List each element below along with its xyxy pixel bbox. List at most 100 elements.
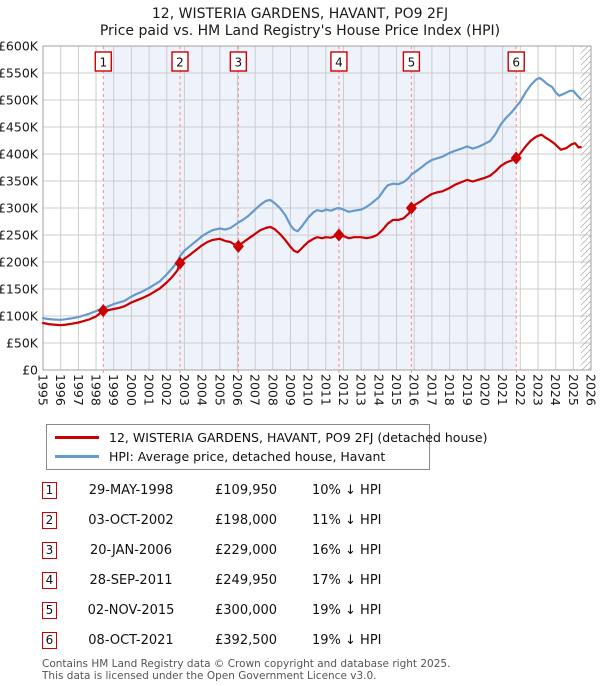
x-axis-label: 2003 (177, 374, 192, 406)
future-hatch (580, 46, 591, 370)
sale-marker-diamond (405, 201, 417, 215)
sale-date: 08-OCT-2021 (88, 632, 174, 648)
sale-number-box (402, 51, 421, 72)
x-axis-label: 2024 (548, 374, 563, 406)
x-axis-label: 2011 (318, 374, 333, 406)
x-axis-label: 2005 (212, 374, 227, 406)
x-axis-label: 1996 (53, 374, 68, 406)
sale-hpi-diff: 19% ↓ HPI (312, 632, 382, 648)
plot-border (42, 45, 592, 371)
sale-number-box: 5 (42, 601, 57, 619)
sale-price: £109,950 (215, 482, 278, 498)
x-axis-label: 2013 (354, 374, 369, 406)
x-axis-label: 2000 (124, 374, 139, 406)
sale-number-label: 2 (176, 56, 184, 70)
sale-number-box: 6 (42, 631, 57, 649)
sale-number-box: 3 (42, 541, 57, 559)
sale-row: 1 29-MAY-1998 £109,950 10% ↓ HPI (0, 475, 600, 505)
x-axis-label: 2014 (371, 374, 386, 406)
sale-number-label: 6 (512, 56, 520, 70)
x-axis-label: 2017 (424, 374, 439, 406)
x-axis-label: 2004 (195, 374, 210, 406)
sale-price: £198,000 (215, 512, 278, 528)
x-axis-label: 1997 (71, 374, 86, 406)
x-axis-label: 1999 (106, 374, 121, 406)
x-axis-label: 2020 (477, 374, 492, 406)
sale-row: 6 08-OCT-2021 £392,500 19% ↓ HPI (0, 625, 600, 655)
chart-legend: 12, WISTERIA GARDENS, HAVANT, PO9 2FJ (d… (46, 424, 487, 470)
sales-table: 1 29-MAY-1998 £109,950 10% ↓ HPI 2 03-OCT-200… (0, 475, 600, 655)
x-axis-label: 1995 (36, 374, 51, 406)
sale-date: 20-JAN-2006 (90, 542, 172, 558)
y-axis-label: £400K (0, 147, 39, 162)
sale-number-box (94, 51, 112, 72)
sale-row: 3 20-JAN-2006 £229,000 16% ↓ HPI (0, 535, 600, 565)
x-axis-label: 2009 (283, 374, 298, 406)
sale-date: 03-OCT-2002 (88, 512, 174, 528)
x-axis-label: 2022 (513, 374, 528, 406)
x-axis-label: 2006 (230, 374, 245, 406)
sale-date: 28-SEP-2011 (89, 572, 173, 588)
price-history-page: 12, WISTERIA GARDENS, HAVANT, PO9 2FJ Pr… (0, 6, 600, 682)
legend-row: 12, WISTERIA GARDENS, HAVANT, PO9 2FJ (d… (55, 428, 487, 447)
x-axis-label: 2008 (265, 374, 280, 406)
sale-hpi-diff: 10% ↓ HPI (312, 482, 382, 498)
hpi-line (41, 76, 582, 321)
y-axis-label: £50K (6, 336, 39, 351)
sale-number-box: 4 (42, 571, 57, 589)
sale-number-box (507, 51, 525, 72)
legend-row: HPI: Average price, detached house, Hava… (55, 447, 421, 466)
sale-row: 2 03-OCT-2002 £198,000 11% ↓ HPI (0, 505, 600, 535)
y-axis-label: £600K (0, 40, 39, 54)
y-axis-label: £200K (0, 255, 39, 270)
x-axis-label: 2012 (336, 374, 351, 406)
x-axis-label: 1998 (89, 374, 104, 406)
x-axis-label: 2016 (407, 374, 422, 406)
x-axis-label: 2025 (566, 374, 581, 406)
y-axis-label: £350K (0, 174, 39, 189)
sale-hpi-diff: 17% ↓ HPI (312, 572, 382, 588)
license-line-1: Contains HM Land Registry data © Crown c… (42, 658, 451, 670)
sale-marker-diamond (174, 256, 186, 270)
y-axis-label: £100K (0, 309, 39, 324)
sale-price: £300,000 (215, 602, 278, 618)
x-axis-label: 2015 (389, 374, 404, 406)
sale-marker-diamond (97, 304, 109, 318)
sale-hpi-diff: 19% ↓ HPI (312, 602, 382, 618)
sale-number-box (171, 51, 189, 72)
y-axis-label: £550K (0, 66, 39, 81)
sale-number-box (229, 51, 248, 72)
sale-number-label: 5 (408, 56, 416, 70)
sale-number-box: 1 (42, 481, 57, 499)
sale-hpi-diff: 16% ↓ HPI (312, 542, 382, 558)
y-axis-label: £150K (0, 282, 39, 297)
y-axis-label: £300K (0, 201, 39, 216)
sale-number-box (330, 51, 348, 72)
page-title: 12, WISTERIA GARDENS, HAVANT, PO9 2FJ (151, 6, 449, 22)
y-axis-label: £250K (0, 228, 39, 243)
license-note: Contains HM Land Registry data © Crown c… (42, 658, 600, 682)
sale-row: 5 02-NOV-2015 £300,000 19% ↓ HPI (0, 595, 600, 625)
page-subtitle: Price paid vs. HM Land Registry's House … (99, 23, 501, 39)
license-line-2: This data is licensed under the Open Gov… (42, 670, 377, 683)
sale-price: £392,500 (215, 632, 278, 648)
sale-price: £229,000 (215, 542, 278, 558)
x-axis-label: 2019 (460, 374, 475, 406)
sale-marker-diamond (510, 151, 522, 165)
x-axis-label: 2026 (584, 374, 599, 406)
legend-label: HPI: Average price, detached house, Hava… (109, 449, 386, 464)
x-axis-label: 2002 (159, 374, 174, 406)
property-price-line (41, 133, 582, 327)
property-line-swatch (55, 436, 99, 439)
sale-price: £249,950 (215, 572, 278, 588)
y-axis-label: £450K (0, 120, 39, 135)
x-axis-label: 2021 (495, 374, 510, 406)
x-axis-label: 2010 (301, 374, 316, 406)
x-axis-label: 2007 (248, 374, 263, 406)
sale-hpi-diff: 11% ↓ HPI (312, 512, 382, 528)
sale-row: 4 28-SEP-2011 £249,950 17% ↓ HPI (0, 565, 600, 595)
sale-marker-diamond (232, 239, 244, 253)
sale-number-label: 3 (235, 56, 243, 70)
sale-number-label: 4 (335, 56, 343, 70)
x-axis-label: 2018 (442, 374, 457, 406)
